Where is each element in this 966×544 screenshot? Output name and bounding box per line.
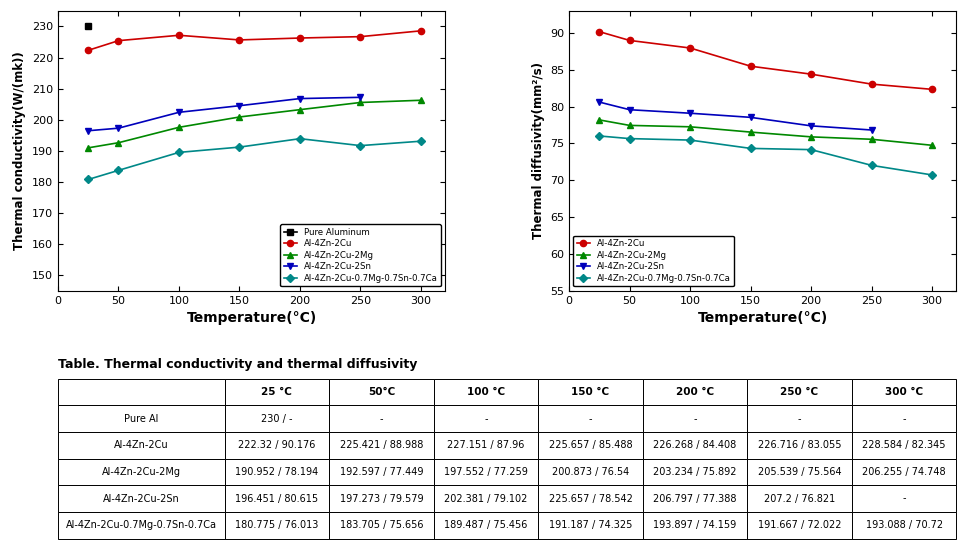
Al-4Zn-2Cu (926, 86, 938, 92)
Al-4Zn-2Cu-2Mg (684, 123, 696, 130)
Line: Al-4Zn-2Cu-2Mg: Al-4Zn-2Cu-2Mg (85, 97, 424, 151)
Al-4Zn-2Cu-0.7Mg-0.7Sn-0.7Ca (684, 137, 696, 143)
Al-4Zn-2Cu-2Mg (415, 97, 427, 103)
Al-4Zn-2Cu (295, 35, 306, 41)
Al-4Zn-2Cu (624, 37, 636, 44)
Al-4Zn-2Cu (355, 33, 366, 40)
Al-4Zn-2Cu-2Sn (866, 127, 877, 133)
Legend: Al-4Zn-2Cu, Al-4Zn-2Cu-2Mg, Al-4Zn-2Cu-2Sn, Al-4Zn-2Cu-0.7Mg-0.7Sn-0.7Ca: Al-4Zn-2Cu, Al-4Zn-2Cu-2Mg, Al-4Zn-2Cu-2… (574, 236, 734, 286)
Legend: Pure Aluminum, Al-4Zn-2Cu, Al-4Zn-2Cu-2Mg, Al-4Zn-2Cu-2Sn, Al-4Zn-2Cu-0.7Mg-0.7S: Pure Aluminum, Al-4Zn-2Cu, Al-4Zn-2Cu-2M… (280, 224, 440, 286)
Al-4Zn-2Cu-2Mg (806, 134, 817, 140)
Al-4Zn-2Cu-2Mg (745, 129, 756, 135)
Al-4Zn-2Cu-0.7Mg-0.7Sn-0.7Ca (415, 138, 427, 145)
Y-axis label: Thermal diffusivity(mm²/s): Thermal diffusivity(mm²/s) (531, 63, 545, 239)
Al-4Zn-2Cu-2Sn (593, 99, 605, 106)
Al-4Zn-2Cu-2Sn (745, 114, 756, 121)
Al-4Zn-2Cu-2Mg (593, 116, 605, 123)
Al-4Zn-2Cu (806, 71, 817, 77)
Y-axis label: Thermal conductivity(W/(mk)): Thermal conductivity(W/(mk)) (14, 52, 26, 250)
Line: Al-4Zn-2Cu-2Mg: Al-4Zn-2Cu-2Mg (596, 117, 935, 149)
Al-4Zn-2Cu-0.7Mg-0.7Sn-0.7Ca (82, 176, 94, 183)
Al-4Zn-2Cu-0.7Mg-0.7Sn-0.7Ca (806, 146, 817, 153)
Al-4Zn-2Cu (415, 28, 427, 34)
X-axis label: Temperature(°C): Temperature(°C) (186, 311, 317, 325)
Al-4Zn-2Cu-0.7Mg-0.7Sn-0.7Ca (355, 143, 366, 149)
Al-4Zn-2Cu (593, 28, 605, 35)
Al-4Zn-2Cu-0.7Mg-0.7Sn-0.7Ca (593, 133, 605, 139)
Al-4Zn-2Cu-0.7Mg-0.7Sn-0.7Ca (926, 172, 938, 178)
Al-4Zn-2Cu-2Sn (295, 95, 306, 102)
Al-4Zn-2Cu-2Sn (173, 109, 185, 115)
Al-4Zn-2Cu-2Mg (295, 107, 306, 113)
Line: Al-4Zn-2Cu-2Sn: Al-4Zn-2Cu-2Sn (85, 94, 363, 134)
Line: Al-4Zn-2Cu-0.7Mg-0.7Sn-0.7Ca: Al-4Zn-2Cu-0.7Mg-0.7Sn-0.7Ca (596, 133, 935, 178)
Al-4Zn-2Cu (866, 81, 877, 88)
Al-4Zn-2Cu-0.7Mg-0.7Sn-0.7Ca (295, 135, 306, 142)
Al-4Zn-2Cu-2Mg (234, 114, 245, 120)
Line: Al-4Zn-2Cu-2Sn: Al-4Zn-2Cu-2Sn (596, 99, 875, 133)
Al-4Zn-2Cu-2Sn (113, 125, 125, 132)
Al-4Zn-2Cu-2Sn (355, 94, 366, 101)
Al-4Zn-2Cu-2Mg (82, 145, 94, 151)
Al-4Zn-2Cu-2Mg (113, 139, 125, 146)
Al-4Zn-2Cu-2Sn (234, 102, 245, 109)
Al-4Zn-2Cu-2Sn (624, 107, 636, 113)
Al-4Zn-2Cu-2Mg (866, 136, 877, 143)
Line: Al-4Zn-2Cu: Al-4Zn-2Cu (596, 28, 935, 92)
Line: Al-4Zn-2Cu: Al-4Zn-2Cu (85, 28, 424, 53)
Al-4Zn-2Cu-0.7Mg-0.7Sn-0.7Ca (866, 162, 877, 169)
Al-4Zn-2Cu (745, 63, 756, 70)
Al-4Zn-2Cu-0.7Mg-0.7Sn-0.7Ca (173, 149, 185, 156)
Al-4Zn-2Cu-2Mg (173, 124, 185, 131)
Al-4Zn-2Cu (173, 32, 185, 39)
Al-4Zn-2Cu-0.7Mg-0.7Sn-0.7Ca (113, 167, 125, 174)
Al-4Zn-2Cu (684, 45, 696, 51)
Al-4Zn-2Cu (82, 47, 94, 53)
X-axis label: Temperature(°C): Temperature(°C) (697, 311, 828, 325)
Al-4Zn-2Cu (234, 36, 245, 43)
Line: Al-4Zn-2Cu-0.7Mg-0.7Sn-0.7Ca: Al-4Zn-2Cu-0.7Mg-0.7Sn-0.7Ca (85, 135, 424, 183)
Al-4Zn-2Cu-2Sn (82, 127, 94, 134)
Al-4Zn-2Cu-2Sn (684, 110, 696, 116)
Al-4Zn-2Cu (113, 38, 125, 44)
Al-4Zn-2Cu-0.7Mg-0.7Sn-0.7Ca (234, 144, 245, 150)
Al-4Zn-2Cu-2Mg (624, 122, 636, 129)
Al-4Zn-2Cu-2Mg (926, 142, 938, 149)
Text: Table. Thermal conductivity and thermal diffusivity: Table. Thermal conductivity and thermal … (58, 357, 417, 370)
Al-4Zn-2Cu-2Sn (806, 122, 817, 129)
Al-4Zn-2Cu-2Mg (355, 99, 366, 106)
Al-4Zn-2Cu-0.7Mg-0.7Sn-0.7Ca (745, 145, 756, 152)
Al-4Zn-2Cu-0.7Mg-0.7Sn-0.7Ca (624, 135, 636, 142)
